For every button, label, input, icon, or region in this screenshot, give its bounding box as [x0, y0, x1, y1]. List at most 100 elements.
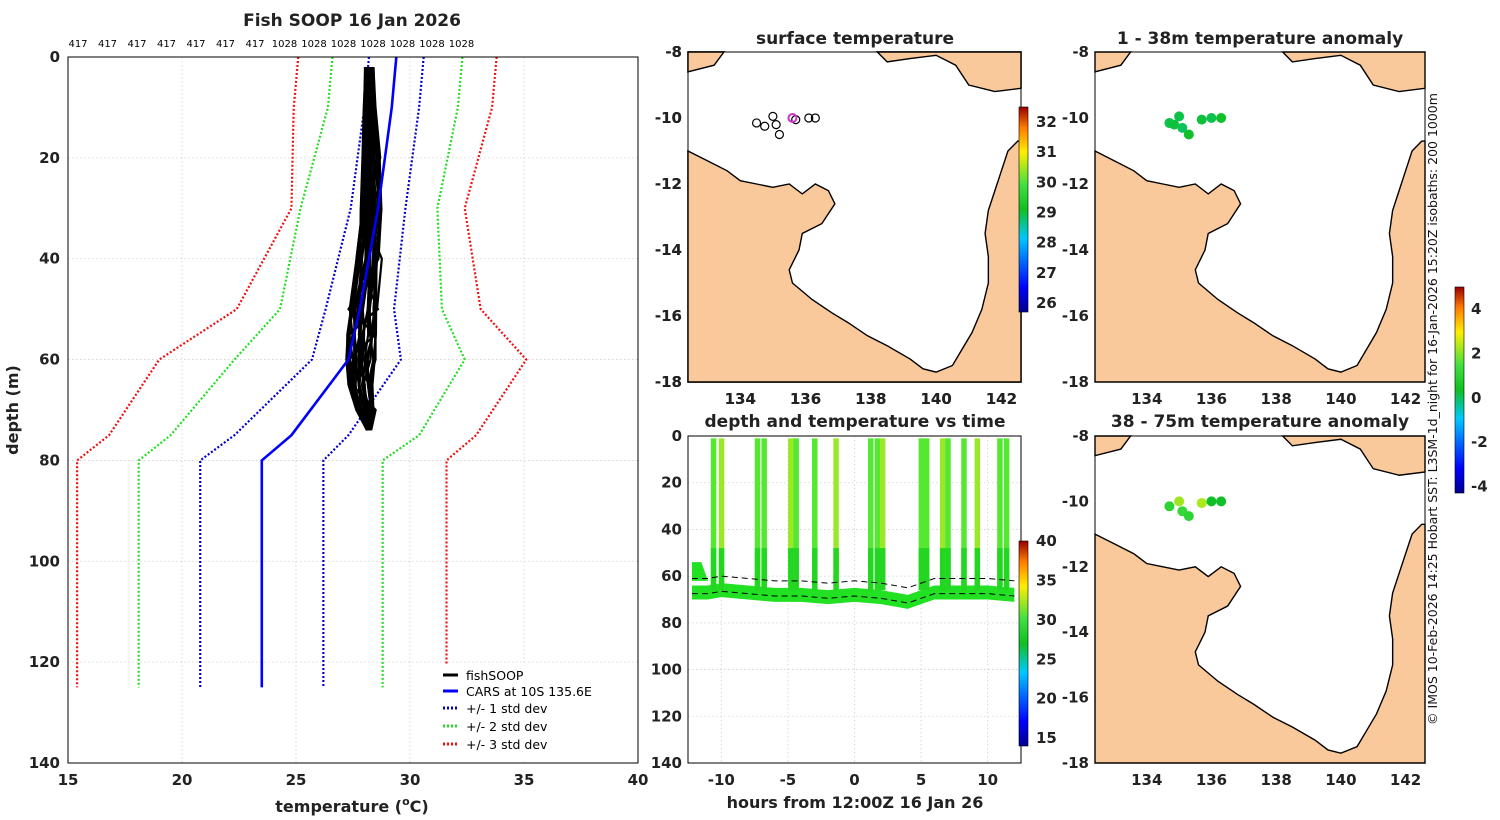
cast-marker: [771, 119, 781, 130]
cast-column-deep: [974, 548, 981, 591]
y-tick-label: -18: [1062, 754, 1089, 772]
cast-column-deep: [867, 548, 874, 591]
anom1-tick-labels: 134 136 138 140 142 -8 -10 -12 -14 -16 -18: [1062, 43, 1421, 408]
x-tick-label: 136: [790, 390, 821, 408]
x-tick-label: -10: [708, 771, 735, 789]
anomaly-point: [1206, 496, 1217, 507]
depthtime-colorbar: [1018, 540, 1029, 747]
cast-column: [710, 438, 717, 586]
colorbar-tick-label: 2: [1471, 344, 1481, 362]
cast-column-deep: [833, 548, 839, 591]
y-tick-label: -14: [1062, 241, 1089, 259]
y-tick-label: 60: [39, 351, 60, 369]
cast-column-deep: [1003, 548, 1010, 591]
cast-column: [793, 438, 799, 586]
y-tick-label: -14: [655, 241, 682, 259]
depthtime-colorbar-ticks: 15 20 25 30 35 40: [1036, 532, 1057, 747]
cast-column-deep: [918, 548, 925, 591]
colorbar-tick-label: 30: [1036, 611, 1057, 629]
colorbar-tick-label: 29: [1036, 204, 1057, 222]
y-tick-label: -18: [655, 373, 682, 391]
side-credit-text: © IMOS 10-Feb-2026 14:25 Hobart SST: L3S…: [1425, 93, 1440, 725]
cast-column: [833, 438, 839, 586]
fishsoop-profile: [345, 66, 382, 431]
anomaly-colorbar-ticks: -4 -2 0 2 4: [1471, 300, 1488, 495]
x-tick-label: 142: [1390, 390, 1421, 408]
colorbar-tick-label: 30: [1036, 173, 1057, 191]
y-tick-label: 40: [39, 250, 60, 268]
y-tick-label: -18: [1062, 373, 1089, 391]
anomaly-point: [1206, 113, 1217, 123]
depthtime-data: [691, 438, 1015, 609]
top-label: 1028: [301, 39, 326, 50]
y-tick-label: 140: [29, 754, 60, 772]
top-label: 1028: [360, 39, 385, 50]
cast-marker: [774, 129, 785, 140]
profile-panel: Fish SOOP 16 Jan 2026 417 417 417 417 417 417…: [3, 11, 648, 816]
cast-column: [1003, 438, 1010, 586]
x-tick-label: 136: [1196, 771, 1227, 789]
cast-column: [874, 438, 881, 586]
x-tick-label: -5: [780, 771, 797, 789]
anomaly-point: [1169, 119, 1180, 130]
depthtime-panel: depth and temperature vs time -10 -5 0 5 100…: [651, 412, 1057, 812]
colorbar-tick-label: 32: [1036, 113, 1057, 131]
depthtime-title: depth and temperature vs time: [705, 412, 1006, 432]
sst-colorbar: [1018, 106, 1029, 313]
x-tick-label: 140: [1325, 390, 1356, 408]
y-tick-label: -8: [665, 43, 682, 61]
cast-column-deep: [793, 548, 799, 591]
sst-title: surface temperature: [756, 29, 954, 49]
y-tick-label: 120: [29, 653, 60, 671]
top-label: 417: [186, 39, 205, 50]
y-tick-label: -16: [655, 307, 682, 325]
cast-marker: [804, 113, 814, 123]
profile-xlabel: temperature (oC): [275, 795, 428, 816]
y-tick-label: -10: [655, 109, 682, 127]
y-tick-label: 140: [651, 754, 682, 772]
colorbar-tick-label: 27: [1036, 264, 1057, 282]
y-tick-label: -12: [655, 175, 682, 193]
x-tick-label: 25: [286, 771, 307, 789]
x-tick-label: 134: [1131, 771, 1162, 789]
y-tick-label: -16: [655, 307, 682, 325]
anomaly-point: [1196, 114, 1207, 125]
cast-column-deep: [718, 548, 725, 591]
y-tick-label: 100: [651, 661, 682, 679]
cast-column: [788, 438, 794, 586]
anomaly-point: [1183, 511, 1194, 522]
colorbar-tick-label: 26: [1036, 294, 1057, 312]
x-tick-label: 5: [916, 771, 926, 789]
cast-column-deep: [754, 548, 761, 591]
bathymetry-line: [691, 590, 1015, 604]
fishsoop-profile: [346, 67, 383, 431]
y-tick-label: -12: [1062, 175, 1089, 193]
colorbar-tick-label: 20: [1036, 690, 1057, 708]
cast-column-deep: [879, 548, 886, 591]
bottom-depth-band: [691, 562, 708, 581]
cast-column: [997, 438, 1003, 586]
x-tick-label: 40: [628, 771, 649, 789]
y-tick-label: -12: [655, 175, 682, 193]
cast-column: [761, 438, 767, 586]
cast-column-deep: [874, 548, 881, 591]
x-tick-label: 10: [977, 771, 998, 789]
legend-cars: CARS at 10S 135.6E: [466, 684, 592, 699]
profile-axes-box: [67, 56, 639, 764]
cast-column: [961, 438, 967, 586]
x-tick-label: 136: [1196, 390, 1227, 408]
profile-plot-area: [68, 57, 638, 763]
bathymetry-line: [691, 575, 1015, 589]
anomaly-point: [1174, 496, 1185, 507]
depthtime-xlabel: hours from 12:00Z 16 Jan 26: [727, 793, 984, 812]
y-tick-label: -12: [1062, 558, 1089, 576]
y-tick-label: 0: [672, 427, 682, 445]
colorbar-tick-label: 28: [1036, 234, 1057, 252]
x-tick-label: 140: [1325, 771, 1356, 789]
cast-marker: [810, 113, 820, 123]
cast-column: [923, 438, 930, 586]
top-label: 1028: [449, 39, 474, 50]
anomaly-point: [1216, 113, 1227, 123]
anom1-title: 1 - 38m temperature anomaly: [1117, 29, 1403, 49]
x-tick-label: 15: [58, 771, 79, 789]
